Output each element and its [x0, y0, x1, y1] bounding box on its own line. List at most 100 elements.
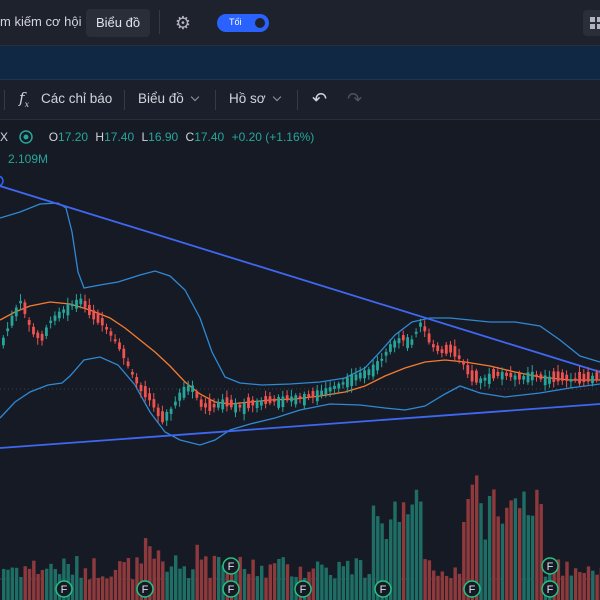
- indicator-handle[interactable]: [0, 175, 4, 187]
- marker-f[interactable]: F: [541, 580, 559, 598]
- volume-bar: [586, 566, 591, 600]
- volume-bar: [204, 556, 208, 600]
- candle-body: [83, 300, 87, 308]
- lower-trendline: [0, 403, 600, 449]
- candle-body: [204, 403, 207, 408]
- candle-body: [440, 349, 444, 353]
- candle-body: [10, 315, 14, 326]
- volume-bar: [393, 501, 397, 600]
- volume-bar: [487, 496, 492, 600]
- volume-bar: [36, 574, 40, 600]
- marker-f[interactable]: F: [541, 557, 559, 575]
- volume-bar: [496, 516, 500, 600]
- candle-body: [539, 374, 543, 380]
- candle-body: [268, 396, 272, 404]
- volume-bar: [2, 568, 6, 600]
- bollinger-lower: [0, 356, 600, 446]
- chart-nav-button[interactable]: Biểu đồ: [86, 9, 151, 37]
- profile-label: Hồ sơ: [229, 91, 266, 106]
- volume-bar: [32, 560, 36, 600]
- candle-body: [479, 378, 483, 384]
- candle-body: [500, 371, 504, 380]
- candle-body: [354, 374, 358, 381]
- marker-label: F: [142, 584, 149, 596]
- volume-bar: [526, 515, 530, 600]
- marker-label: F: [547, 561, 554, 573]
- undo-icon[interactable]: ↶: [312, 89, 328, 109]
- volume-bar: [260, 565, 264, 600]
- fx-icon[interactable]: fx: [19, 89, 30, 109]
- candle-body: [530, 371, 534, 381]
- indicators-button[interactable]: Các chỉ báo: [41, 91, 113, 106]
- candle-body: [513, 375, 517, 380]
- volume-bar: [384, 538, 389, 600]
- candle-body: [389, 344, 392, 352]
- marker-f[interactable]: F: [374, 580, 392, 598]
- eye-icon[interactable]: [19, 130, 33, 144]
- volume-bar: [328, 574, 333, 600]
- grid-icon[interactable]: [583, 10, 600, 36]
- marker-label: F: [228, 584, 235, 596]
- candle-body: [234, 403, 237, 413]
- volume-bar: [96, 577, 100, 600]
- candle-body: [496, 371, 500, 376]
- candle-body: [410, 339, 414, 345]
- candle-body: [208, 399, 212, 411]
- volume-bar: [479, 503, 483, 600]
- marker-f[interactable]: F: [294, 580, 312, 598]
- eye-icon-pupil: [23, 134, 29, 140]
- marker-f[interactable]: F: [463, 580, 481, 598]
- theme-toggle-label: Tối: [229, 17, 242, 27]
- search-opportunities-link[interactable]: m kiếm cơ hội: [0, 14, 82, 29]
- volume-bar: [105, 578, 109, 600]
- volume-bar: [53, 569, 57, 600]
- gear-icon[interactable]: ⚙: [174, 13, 192, 33]
- volume-bar: [569, 575, 573, 600]
- marker-f[interactable]: F: [222, 580, 240, 598]
- candle-body: [582, 373, 586, 382]
- volume-value: 2.109M: [8, 152, 49, 166]
- dividend-markers: F F F F F F F F F: [55, 557, 559, 598]
- volume-bar: [122, 562, 126, 600]
- candle-body: [380, 358, 384, 361]
- volume-bar: [19, 576, 23, 600]
- theme-toggle[interactable]: Tối: [217, 14, 269, 32]
- candle-body: [406, 337, 409, 349]
- marker-label: F: [61, 584, 68, 596]
- profile-button[interactable]: Hồ sơ: [229, 91, 281, 106]
- volume-bar: [264, 577, 268, 600]
- redo-icon[interactable]: ↷: [347, 89, 363, 109]
- marker-f[interactable]: F: [55, 580, 73, 598]
- chart-area[interactable]: [0, 120, 600, 600]
- volume-bar: [212, 555, 217, 600]
- candle-body: [333, 385, 336, 389]
- candle-body: [432, 344, 435, 348]
- candle-body: [462, 361, 465, 365]
- volume-bar: [457, 573, 462, 600]
- candle-body: [79, 298, 83, 305]
- candle-body: [105, 326, 108, 330]
- close-value: 17.40: [194, 130, 225, 144]
- marker-f[interactable]: F: [136, 580, 154, 598]
- candle-body: [475, 370, 478, 383]
- volume-bar: [444, 575, 449, 600]
- chart-type-button[interactable]: Biểu đồ: [138, 91, 200, 106]
- candle-body: [152, 399, 156, 408]
- volume-bar: [530, 515, 535, 600]
- marker-f[interactable]: F: [222, 557, 240, 575]
- volume-bar: [221, 565, 225, 600]
- volume-bar: [247, 573, 251, 600]
- volume-bar: [358, 560, 363, 600]
- candle-body: [255, 400, 259, 409]
- candle-body: [242, 402, 246, 415]
- volume-bar: [380, 523, 384, 600]
- candle-body: [290, 396, 293, 402]
- candle-body: [363, 370, 366, 379]
- candle-body: [62, 309, 65, 313]
- candle-body: [281, 396, 285, 408]
- candle-body: [543, 375, 547, 386]
- candle-body: [285, 395, 289, 401]
- candle-body: [165, 412, 169, 421]
- volume-bar: [440, 571, 444, 600]
